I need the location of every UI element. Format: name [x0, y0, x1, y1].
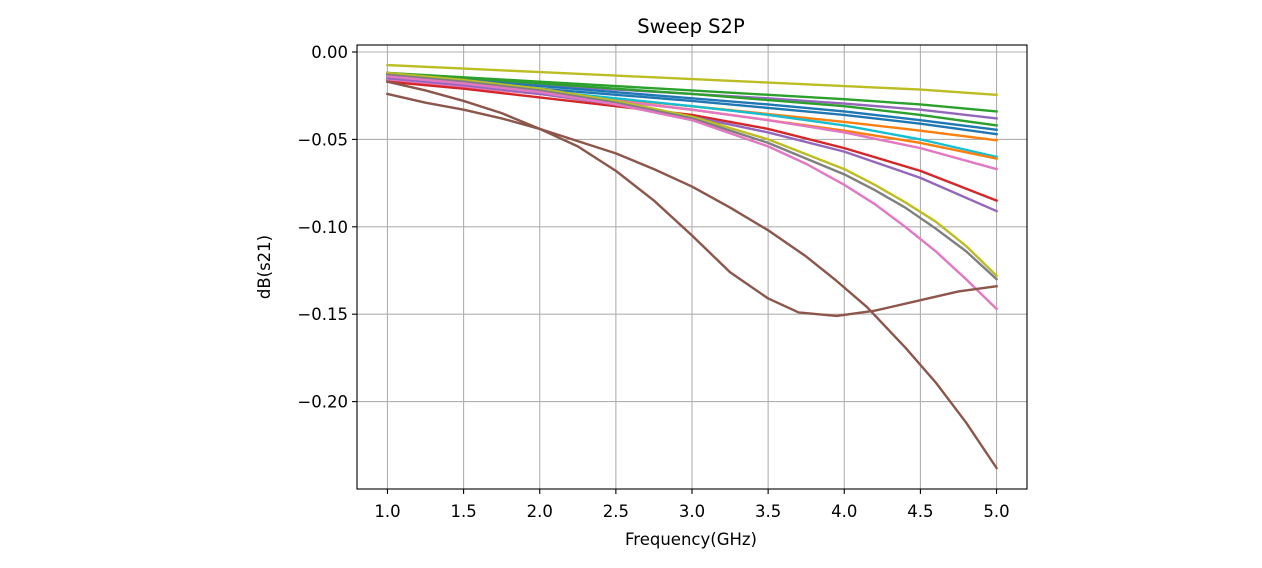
x-tick-label: 1.0 — [374, 502, 400, 521]
y-tick-label: −0.05 — [297, 130, 348, 149]
series-line-16 — [386, 92, 999, 470]
x-tick-label: 2.5 — [603, 502, 629, 521]
y-axis-label: dB(s21) — [255, 235, 274, 299]
series-line-17 — [386, 80, 998, 318]
x-tick-label: 1.5 — [450, 502, 476, 521]
axes: 1.0 1.5 2.0 2.5 3.0 3.5 4.0 4.5 5.0 0.00 −0.05 −0.1… — [297, 43, 1028, 521]
x-tick-label: 4.0 — [831, 502, 857, 521]
x-tick-label: 4.5 — [907, 502, 933, 521]
x-tick-label: 3.5 — [755, 502, 781, 521]
y-tick-label: 0.00 — [311, 43, 348, 62]
series-line-13 — [386, 71, 999, 278]
series-line-14 — [386, 73, 999, 281]
x-tick-label: 5.0 — [983, 502, 1009, 521]
series-line-1 — [386, 63, 998, 97]
x-tick-label: 2.0 — [527, 502, 553, 521]
x-axis-label: Frequency(GHz) — [625, 530, 757, 549]
series-group — [386, 63, 999, 470]
series-line-4 — [386, 71, 998, 127]
x-tick-label: 3.0 — [679, 502, 705, 521]
y-tick-label: −0.15 — [297, 305, 348, 324]
series-line-15 — [386, 75, 999, 311]
y-tick-label: −0.10 — [297, 218, 348, 237]
chart-title: Sweep S2P — [637, 15, 745, 38]
y-tick-label: −0.20 — [297, 393, 348, 412]
series-line-11 — [386, 80, 999, 203]
